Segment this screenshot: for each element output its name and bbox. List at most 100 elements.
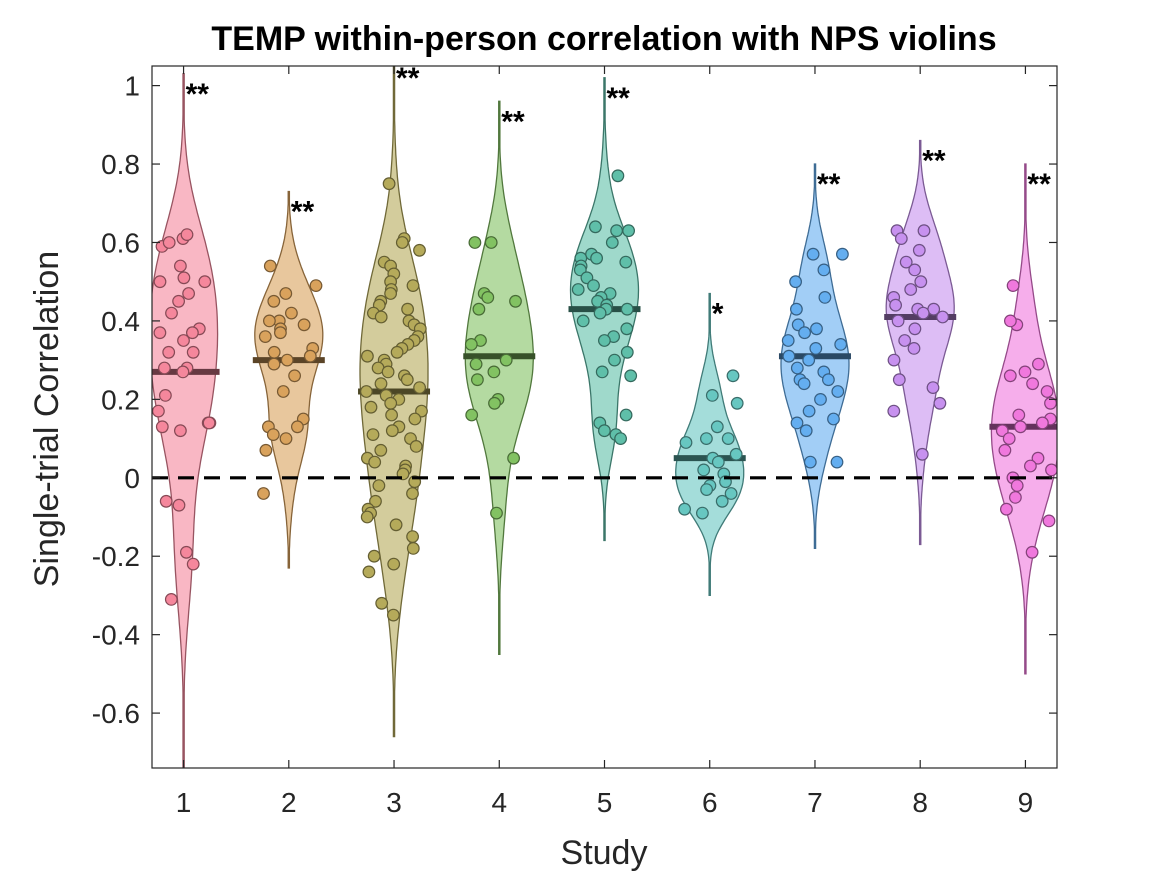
- data-point: [936, 310, 949, 324]
- data-point: [291, 420, 304, 434]
- data-point: [715, 494, 729, 508]
- data-point: [806, 247, 820, 261]
- data-point: [297, 318, 311, 332]
- data-point: [836, 247, 849, 261]
- data-point: [285, 306, 298, 320]
- data-point: [1002, 432, 1016, 446]
- data-point: [381, 365, 395, 379]
- data-point: [827, 412, 840, 426]
- significance-label-4: **: [501, 105, 525, 138]
- y-axis-label: Single-trial Correlation: [28, 251, 66, 587]
- y-tick-label: -0.2: [92, 541, 140, 572]
- data-point: [1042, 514, 1056, 528]
- data-point: [1006, 279, 1020, 293]
- violin-group-8: [884, 139, 957, 546]
- data-point: [369, 494, 382, 508]
- violin-group-6: [673, 292, 746, 597]
- significance-label-3: **: [396, 62, 420, 95]
- y-tick-label: 0.4: [101, 306, 140, 337]
- data-point: [276, 385, 290, 398]
- data-point: [790, 361, 804, 375]
- data-point: [186, 345, 200, 359]
- plot-area: *****************-0.6-0.4-0.200.20.40.60…: [92, 62, 1058, 818]
- data-point: [158, 389, 172, 402]
- data-point: [368, 455, 382, 469]
- data-point: [153, 275, 167, 289]
- data-point: [490, 506, 503, 520]
- significance-label-5: **: [607, 82, 631, 115]
- data-point: [157, 361, 171, 375]
- data-point: [385, 424, 399, 438]
- data-point: [413, 243, 426, 257]
- data-point: [790, 302, 803, 316]
- data-point: [159, 494, 173, 508]
- significance-label-2: **: [291, 195, 315, 228]
- data-point: [374, 310, 388, 324]
- significance-label-9: **: [1027, 168, 1051, 201]
- x-tick-label: 9: [1018, 787, 1034, 818]
- violin-group-2: [252, 190, 325, 569]
- data-point: [487, 365, 501, 379]
- data-point: [700, 432, 713, 446]
- y-tick-label: 0.8: [101, 149, 140, 180]
- data-point: [1018, 365, 1032, 379]
- data-point: [730, 396, 744, 410]
- x-tick-label: 2: [281, 787, 297, 818]
- data-point: [605, 236, 619, 249]
- data-point: [916, 306, 930, 320]
- data-point: [834, 338, 848, 351]
- data-point: [401, 302, 415, 316]
- data-point: [620, 322, 634, 336]
- data-point: [998, 443, 1012, 457]
- data-point: [1023, 459, 1037, 473]
- data-point: [726, 369, 740, 383]
- data-point: [1014, 420, 1027, 434]
- data-point: [481, 291, 495, 304]
- data-point: [908, 263, 922, 277]
- data-point: [389, 518, 403, 532]
- data-point: [172, 498, 186, 512]
- data-point: [259, 443, 273, 457]
- violin-group-3: [358, 66, 431, 738]
- data-point: [366, 428, 380, 442]
- data-point: [182, 287, 196, 300]
- data-point: [266, 428, 280, 442]
- violin-shape-2: [254, 190, 324, 569]
- data-point: [384, 287, 398, 300]
- data-point: [173, 259, 187, 273]
- data-point: [818, 291, 832, 304]
- data-point: [624, 369, 638, 383]
- data-point: [914, 275, 928, 289]
- data-point: [887, 353, 901, 367]
- data-point: [1026, 377, 1039, 391]
- data-point: [822, 373, 835, 387]
- data-point: [620, 302, 634, 316]
- data-point: [790, 416, 804, 430]
- data-point: [1031, 357, 1045, 371]
- data-point: [1003, 369, 1017, 383]
- data-point: [385, 408, 399, 422]
- data-point: [679, 436, 693, 449]
- data-point: [172, 294, 186, 308]
- data-point: [288, 369, 302, 383]
- data-point: [400, 373, 414, 387]
- data-point: [198, 275, 212, 289]
- data-point: [390, 345, 404, 359]
- data-point: [782, 349, 796, 363]
- data-point: [995, 424, 1009, 438]
- data-point: [593, 306, 607, 320]
- data-point: [472, 302, 486, 316]
- data-point: [153, 326, 167, 340]
- data-point: [799, 424, 813, 438]
- data-point: [202, 416, 216, 430]
- data-point: [802, 404, 816, 418]
- significance-label-1: **: [186, 78, 210, 111]
- chart-title: TEMP within-person correlation with NPS …: [211, 20, 996, 58]
- x-tick-label: 4: [491, 787, 507, 818]
- violin-shape-6: [675, 292, 745, 597]
- data-point: [619, 255, 633, 269]
- data-point: [155, 420, 169, 434]
- data-point: [360, 385, 373, 398]
- data-point: [622, 224, 635, 238]
